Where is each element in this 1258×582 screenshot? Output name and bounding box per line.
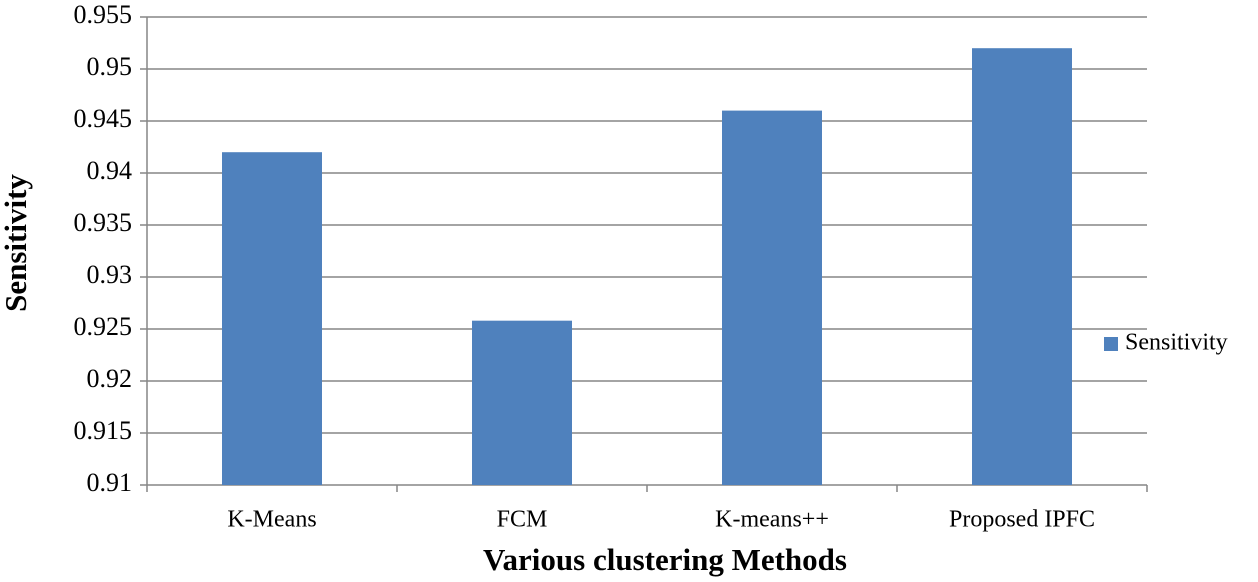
y-tick-label: 0.945	[74, 104, 133, 133]
y-tick-label: 0.925	[74, 312, 133, 341]
y-tick-label: 0.94	[87, 156, 133, 185]
x-tick-label: Proposed IPFC	[949, 507, 1095, 533]
bar	[972, 48, 1072, 485]
bar	[472, 320, 572, 485]
bar	[222, 152, 322, 485]
x-tick-label: K-Means	[227, 507, 316, 533]
y-axis-title: Sensitivity	[0, 174, 33, 312]
x-tick-label: K-means++	[715, 507, 829, 533]
bar	[722, 110, 822, 485]
y-tick-label: 0.955	[74, 0, 133, 29]
y-tick-label: 0.91	[87, 468, 133, 497]
y-tick-label: 0.95	[87, 52, 133, 81]
y-tick-label: 0.93	[87, 260, 133, 289]
legend-swatch	[1104, 337, 1118, 351]
y-tick-label: 0.915	[74, 416, 133, 445]
x-tick-label: FCM	[497, 507, 548, 533]
x-axis-title: Various clustering Methods	[483, 542, 847, 577]
y-tick-label: 0.92	[87, 364, 133, 393]
legend-label: Sensitivity	[1125, 330, 1228, 356]
y-tick-label: 0.935	[74, 208, 133, 237]
